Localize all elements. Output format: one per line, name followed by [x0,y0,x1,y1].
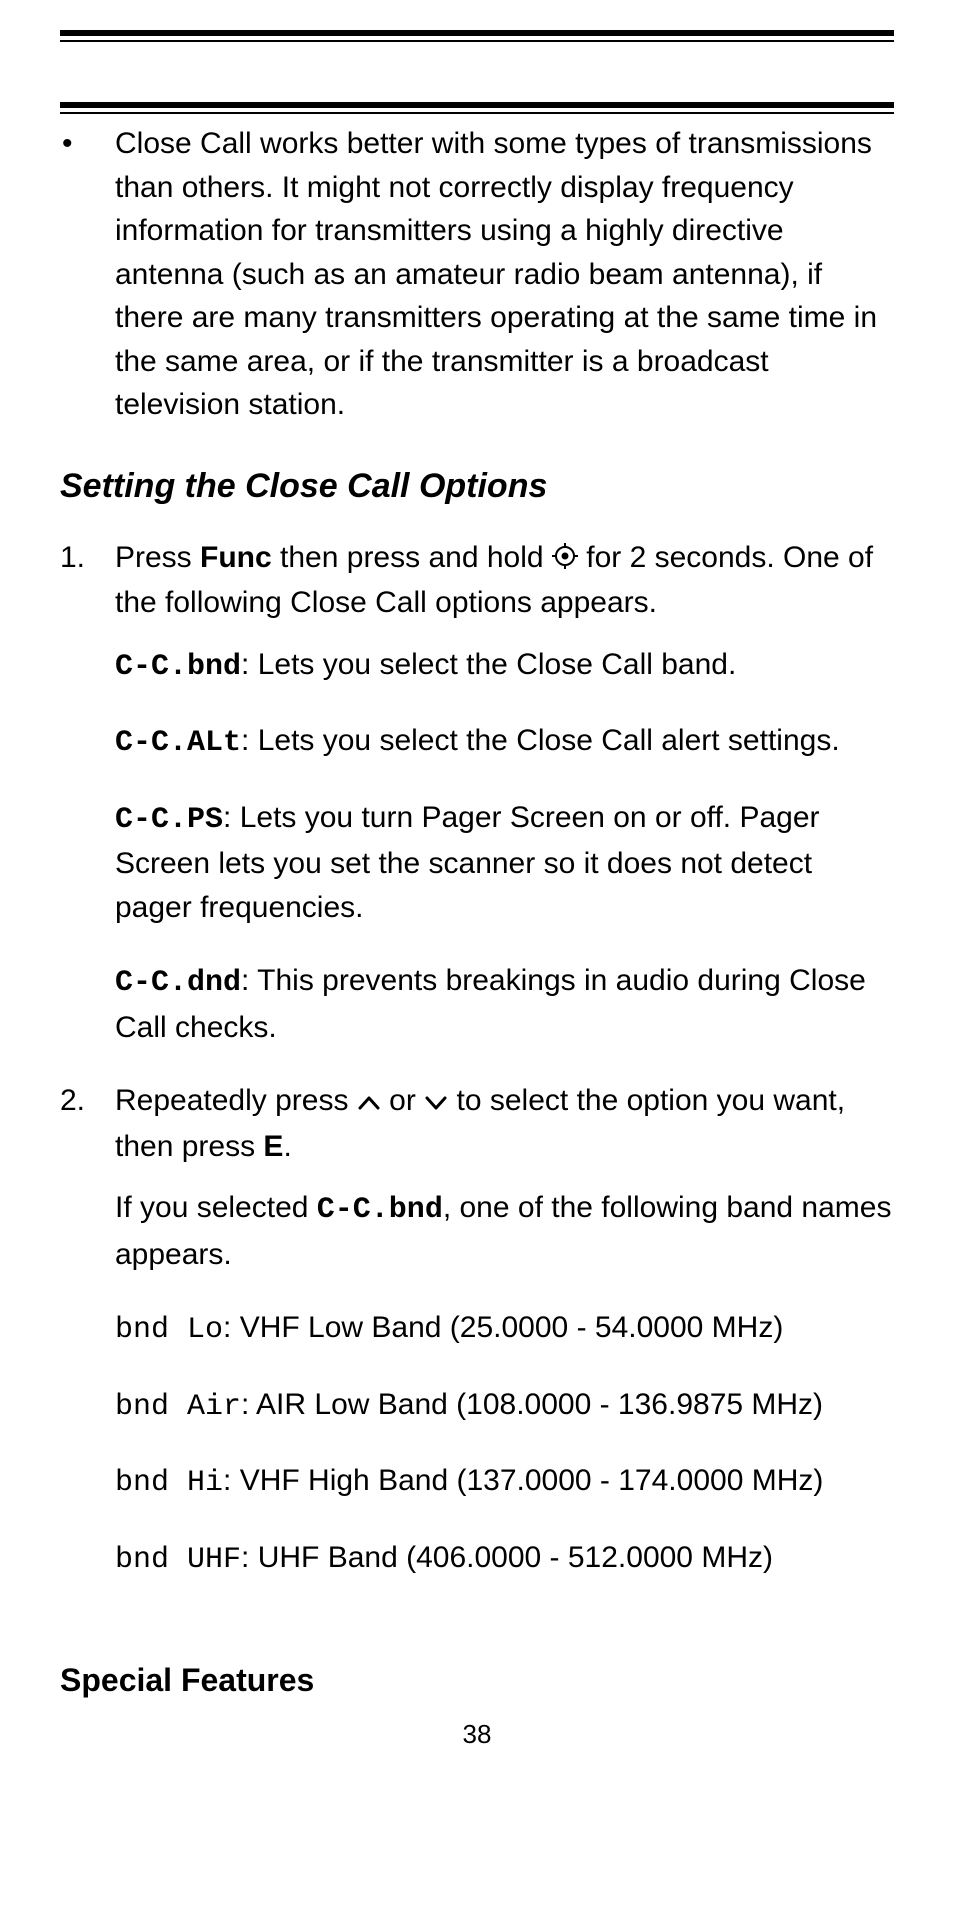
text: : VHF Low Band (25.0000 - 54.0000 MHz) [223,1311,783,1344]
band-hi: bnd Hi: VHF High Band (137.0000 - 174.00… [115,1459,894,1506]
code: bnd Air [115,1390,241,1424]
text: : Lets you select the Close Call band. [241,648,736,681]
option-alt: C-C.ALt: Lets you select the Close Call … [115,719,894,766]
code: C-C.ALt [115,726,241,760]
option-dnd: C-C.dnd: This prevents breakings in audi… [115,959,894,1049]
step-1: 1. Press Func then press and hold for 2 … [60,536,894,625]
code: bnd Hi [115,1466,223,1500]
bullet-marker: • [60,122,115,427]
rule-thick [60,30,894,36]
chevron-up-icon [357,1081,381,1125]
text: If you selected [115,1191,317,1224]
top-double-rule [60,30,894,42]
step-body: Press Func then press and hold for 2 sec… [115,536,894,625]
text: : UHF Band (406.0000 - 512.0000 MHz) [241,1541,773,1574]
code: C-C.bnd [317,1193,443,1227]
chevron-down-icon [424,1081,448,1125]
footer-heading: Special Features [60,1662,894,1699]
option-ps: C-C.PS: Lets you turn Pager Screen on or… [115,796,894,930]
bullet-item: • Close Call works better with some type… [60,122,894,427]
rule-thin [60,112,894,114]
mid-double-rule [60,102,894,114]
func-key: Func [200,541,272,574]
code: C-C.dnd [115,966,241,1000]
if-selected-text: If you selected C-C.bnd, one of the foll… [115,1186,894,1276]
code: bnd Lo [115,1313,223,1347]
text: or [381,1084,424,1117]
section-heading: Setting the Close Call Options [60,467,894,506]
text: then press and hold [272,541,552,574]
e-key: E [263,1130,283,1163]
rule-thin [60,40,894,42]
text: Press [115,541,200,574]
code: C-C.bnd [115,650,241,684]
text: : Lets you select the Close Call alert s… [241,724,840,757]
page-number: 38 [60,1719,894,1750]
text: Repeatedly press [115,1084,357,1117]
step-number: 2. [60,1079,115,1168]
band-uhf: bnd UHF: UHF Band (406.0000 - 512.0000 M… [115,1536,894,1583]
text: : VHF High Band (137.0000 - 174.0000 MHz… [223,1464,823,1497]
text: : AIR Low Band (108.0000 - 136.9875 MHz) [241,1388,823,1421]
band-air: bnd Air: AIR Low Band (108.0000 - 136.98… [115,1383,894,1430]
text: . [283,1130,291,1163]
code: bnd UHF [115,1543,241,1577]
bullet-text: Close Call works better with some types … [115,122,894,427]
option-bnd: C-C.bnd: Lets you select the Close Call … [115,643,894,690]
code: C-C.PS [115,803,223,837]
step-body: Repeatedly press or to select the option… [115,1079,894,1168]
step-number: 1. [60,536,115,625]
close-call-target-icon [552,538,578,582]
rule-thick [60,102,894,108]
band-lo: bnd Lo: VHF Low Band (25.0000 - 54.0000 … [115,1306,894,1353]
step-2: 2. Repeatedly press or to select the opt… [60,1079,894,1168]
